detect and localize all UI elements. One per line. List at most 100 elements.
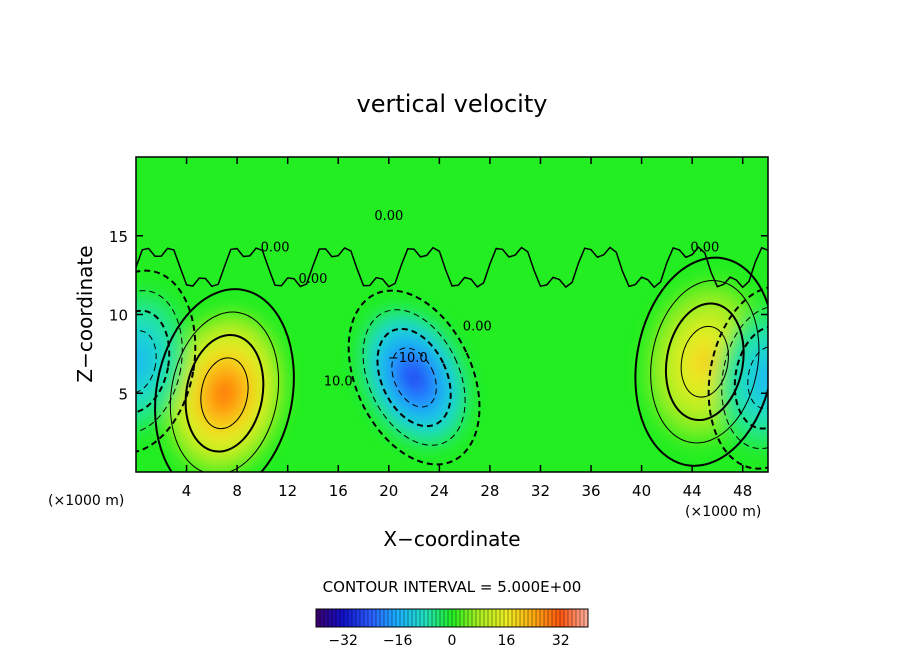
colorbar-cell xyxy=(456,609,461,627)
colorbar-cell xyxy=(528,609,533,627)
colorbar-cell xyxy=(428,609,433,627)
colorbar-cell xyxy=(472,609,477,627)
colorbar-cell xyxy=(368,609,373,627)
colorbar-cell xyxy=(484,609,489,627)
contour-line xyxy=(200,357,249,430)
contour-line xyxy=(747,346,768,409)
contour-label: 0.00 xyxy=(298,272,327,287)
colorbar-cell xyxy=(544,609,549,627)
colorbar-cell xyxy=(320,609,325,627)
colorbar-cell xyxy=(432,609,437,627)
colorbar-cell xyxy=(436,609,441,627)
colorbar-cell xyxy=(332,609,337,627)
x-tick-label: 40 xyxy=(632,482,651,500)
colorbar-cell xyxy=(540,609,545,627)
colorbar-cell xyxy=(352,609,357,627)
colorbar-cell xyxy=(468,609,473,627)
colorbar-cell xyxy=(480,609,485,627)
contour-lines xyxy=(136,246,768,472)
contour-label: 0.00 xyxy=(463,319,492,334)
colorbar-cell xyxy=(388,609,393,627)
contour-line xyxy=(136,309,171,414)
colorbar-cell xyxy=(532,609,537,627)
colorbar-tick-label: 0 xyxy=(448,633,457,649)
contour-label: −10.0 xyxy=(388,351,428,366)
colorbar-cell xyxy=(376,609,381,627)
colorbar-cell xyxy=(524,609,529,627)
x-tick-label: 44 xyxy=(683,482,702,500)
colorbar-cell xyxy=(492,609,497,627)
colorbar-cell xyxy=(424,609,429,627)
colorbar-cell xyxy=(392,609,397,627)
contour-label: 10.0 xyxy=(324,374,353,389)
contour-label: 0.00 xyxy=(261,241,290,256)
colorbar-cell xyxy=(396,609,401,627)
contour-line xyxy=(376,327,452,428)
y-tick-label: 15 xyxy=(109,228,128,246)
field-blob xyxy=(760,366,768,389)
contour-line xyxy=(169,311,280,472)
x-tick-label: 4 xyxy=(182,482,192,500)
x-tick-label: 20 xyxy=(379,482,398,500)
colorbar-cell xyxy=(464,609,469,627)
colorbar-cell xyxy=(384,609,389,627)
colorbar-cell xyxy=(412,609,417,627)
colorbar-cell xyxy=(560,609,565,627)
colorbar-tick-label: 16 xyxy=(497,633,515,649)
colorbar-cell xyxy=(460,609,465,627)
contour-line xyxy=(136,290,183,434)
colorbar-cell xyxy=(500,609,505,627)
y-axis: 5 10 15 xyxy=(109,228,768,403)
colorbar-cell xyxy=(444,609,449,627)
field-blob xyxy=(695,349,715,375)
colorbar-cell xyxy=(440,609,445,627)
colorbar-cell xyxy=(572,609,577,627)
colorbar-cell xyxy=(324,609,329,627)
colorbar-cell xyxy=(416,609,421,627)
x-axis-label: X−coordinate xyxy=(383,527,520,551)
x-tick-label: 8 xyxy=(232,482,242,500)
colorbar-cell xyxy=(364,609,369,627)
colorbar-cell xyxy=(316,609,321,627)
colorbar-cell xyxy=(328,609,333,627)
colorbar-cell xyxy=(356,609,361,627)
colorbar-cell xyxy=(564,609,569,627)
colorbar-cell xyxy=(372,609,377,627)
colorbar-cell xyxy=(504,609,509,627)
colorbar-cell xyxy=(476,609,481,627)
colorbar-cell xyxy=(488,609,493,627)
colorbar-cell xyxy=(548,609,553,627)
contour-line xyxy=(634,256,768,467)
field-blob xyxy=(215,380,234,406)
plot-area xyxy=(136,157,768,472)
colorbar-cell xyxy=(340,609,345,627)
contour-line xyxy=(650,280,760,444)
x-tick-label: 28 xyxy=(480,482,499,500)
colorbar-cell xyxy=(512,609,517,627)
colorbar-cell xyxy=(516,609,521,627)
colorbar-tick-label: −16 xyxy=(383,633,413,649)
colorbar-tick-label: −32 xyxy=(328,633,358,649)
x-tick-label: 24 xyxy=(430,482,449,500)
colorbar-cell xyxy=(360,609,365,627)
contour-label: 0.00 xyxy=(374,209,403,224)
x-tick-label: 36 xyxy=(581,482,600,500)
colorbar-cell xyxy=(408,609,413,627)
colorbar xyxy=(315,608,589,628)
contour-line xyxy=(664,302,745,422)
contour-line xyxy=(733,325,768,430)
field-blob xyxy=(405,366,423,389)
colorbar-cell xyxy=(400,609,405,627)
contour-labels: 0.00 10.0 −10.0 0.00 0.00 0.00 0.00 xyxy=(261,209,720,389)
field-blob xyxy=(136,350,144,373)
colorbar-cell xyxy=(556,609,561,627)
colorbar-tick-label: 32 xyxy=(552,633,570,649)
contour-line xyxy=(136,330,157,394)
contour-line xyxy=(154,288,295,472)
zero-contour xyxy=(136,246,768,289)
chart-title: vertical velocity xyxy=(357,90,548,118)
x-unit-left: (×1000 m) xyxy=(48,493,124,509)
x-tick-label: 48 xyxy=(733,482,752,500)
colorbar-cell xyxy=(380,609,385,627)
